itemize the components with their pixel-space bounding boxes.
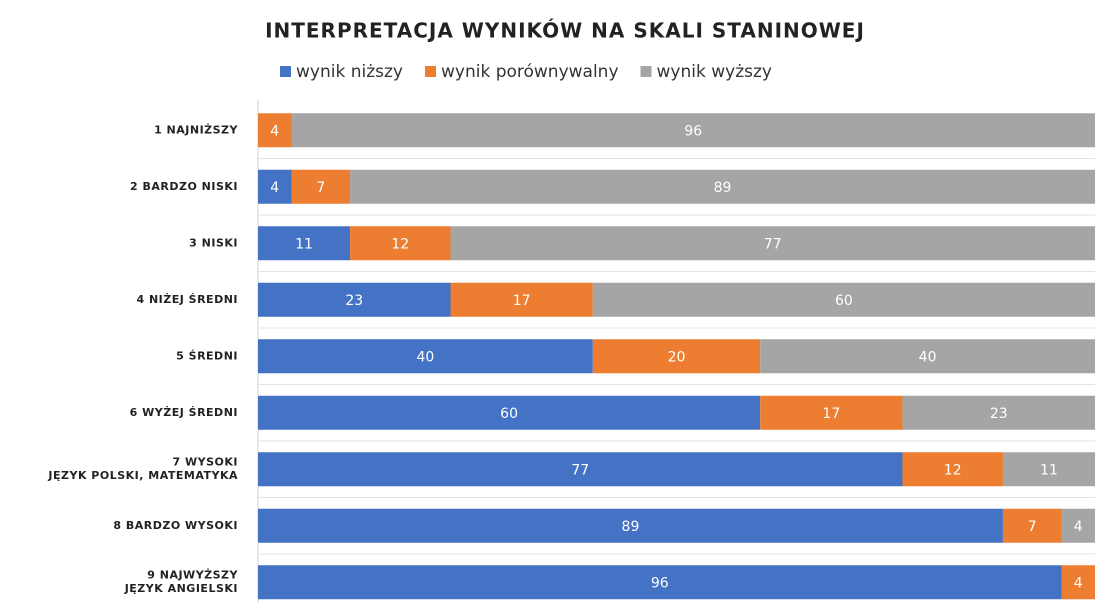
bar-segment (450, 226, 1095, 261)
data-label: 17 (513, 293, 531, 309)
bar-segment (258, 565, 1062, 600)
data-label: 12 (391, 236, 409, 252)
data-label: 89 (622, 519, 640, 535)
data-label: 4 (270, 123, 279, 139)
data-label: 20 (668, 349, 686, 365)
data-label: 23 (345, 293, 363, 309)
bar-segment (258, 113, 292, 148)
legend-swatch (280, 66, 291, 77)
chart-title: INTERPRETACJA WYNIKÓW NA SKALI STANINOWE… (265, 19, 865, 43)
data-label: 12 (944, 462, 962, 478)
data-label: 96 (684, 123, 702, 139)
data-label: 4 (270, 180, 279, 196)
data-label: 7 (316, 180, 325, 196)
bar-segment (760, 395, 903, 430)
data-label: 89 (714, 180, 732, 196)
bar-segment (760, 339, 1095, 374)
bar-segment (258, 169, 292, 204)
data-label: 11 (1040, 462, 1058, 478)
data-label: 7 (1028, 519, 1037, 535)
legend-swatch (424, 66, 436, 77)
bar-segment (258, 395, 761, 430)
bar-segment (258, 452, 903, 487)
data-label: 96 (651, 575, 669, 591)
data-label: 60 (835, 293, 853, 309)
bar-segment (1002, 452, 1095, 487)
data-label: 77 (764, 236, 782, 252)
data-label: 17 (822, 406, 840, 422)
data-label: 40 (919, 349, 937, 365)
bar-segment (350, 169, 1095, 204)
bar-segment (1061, 565, 1095, 600)
y-tick-label: 5 ŚREDNI (176, 349, 238, 362)
bar-segment (592, 282, 1095, 317)
bar-segment (258, 508, 1003, 543)
data-label: 40 (416, 349, 434, 365)
legend-label: wynik niższy (296, 62, 403, 82)
bar-segment (258, 339, 593, 374)
bar-segment (291, 113, 1096, 148)
y-tick-label: 9 NAJWYŻSZY JĘZYK ANGIELSKI (124, 568, 239, 595)
data-label: 23 (990, 406, 1008, 422)
data-label: 4 (1074, 575, 1083, 591)
bar-segment (258, 226, 351, 261)
legend-label: wynik porównywalny (441, 62, 619, 82)
bar-segment (291, 169, 351, 204)
y-tick-label: 6 WYŻEJ ŚREDNI (130, 405, 238, 419)
data-label: 4 (1074, 519, 1083, 535)
y-tick-label: 8 BARDZO WYSOKI (113, 519, 238, 532)
y-tick-label: 1 NAJNIŻSZY (154, 122, 238, 136)
y-tick-label: 2 BARDZO NISKI (130, 180, 238, 193)
legend-swatch (640, 66, 652, 77)
bar-segment (902, 395, 1095, 430)
legend-label: wynik wyższy (657, 62, 772, 82)
bar-segment (1061, 508, 1095, 543)
data-label: 60 (500, 406, 518, 422)
bar-segment (592, 339, 761, 374)
y-tick-label: 7 WYSOKI JĘZYK POLSKI, MATEMATYKA (47, 456, 238, 482)
data-label: 77 (571, 462, 589, 478)
data-label: 11 (295, 236, 313, 252)
bar-segment (1002, 508, 1062, 543)
bar-segment (258, 282, 451, 317)
bar-segment (902, 452, 1003, 487)
y-tick-label: 3 NISKI (189, 236, 238, 249)
bar-segment (350, 226, 451, 261)
y-tick-label: 4 NIŻEJ ŚREDNI (136, 292, 238, 306)
bar-segment (450, 282, 593, 317)
